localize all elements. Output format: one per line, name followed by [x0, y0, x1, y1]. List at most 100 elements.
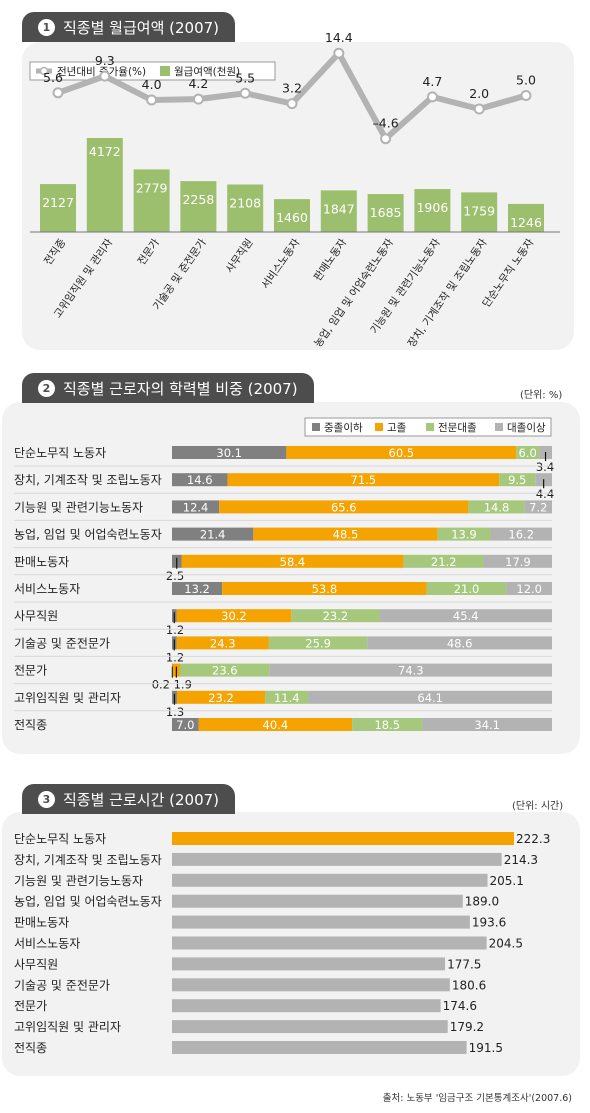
legend-label: 중졸이하 — [324, 421, 363, 434]
education-segment-label: 40.4 — [263, 718, 289, 732]
hours-row-label: 판매노동자 — [14, 916, 69, 930]
hours-row-label: 사무직원 — [14, 957, 58, 971]
growth-label: 4.7 — [422, 74, 442, 89]
education-segment-label: 24.3 — [210, 636, 236, 650]
growth-point — [380, 133, 392, 145]
education-segment-label: 17.9 — [505, 555, 531, 569]
hours-bar — [172, 1041, 467, 1054]
education-segment — [352, 718, 423, 731]
legend-swatch — [495, 423, 503, 431]
growth-point — [52, 87, 64, 99]
growth-label: 9.3 — [95, 53, 115, 68]
education-segment — [227, 473, 500, 487]
education-segment — [172, 582, 223, 595]
salary-bar-label: 2258 — [182, 192, 214, 207]
education-segment — [176, 636, 269, 650]
education-segment-label: 2.5 — [166, 569, 184, 583]
section-number-badge: 2 — [38, 379, 55, 397]
education-segment — [426, 582, 507, 595]
legend-swatch — [375, 423, 383, 431]
salary-bar — [133, 169, 170, 232]
category-label: 농업, 임업 및 어업숙련노동자 — [311, 236, 396, 350]
growth-label: 4.0 — [142, 77, 162, 92]
education-unit-label: (단위: %) — [520, 390, 563, 401]
category-label: 장치, 기계조작 및 조립노동자 — [405, 236, 490, 350]
education-segment — [172, 527, 254, 541]
hours-bar — [172, 957, 446, 971]
growth-point — [192, 93, 204, 105]
hours-section-title: 직종별 근로시간 (2007) — [63, 790, 220, 809]
education-row-label: 고위임직원 및 관리자 — [14, 691, 121, 705]
hours-row-label: 서비스노동자 — [14, 937, 80, 951]
legend-box — [29, 61, 276, 81]
hours-bar — [172, 999, 441, 1013]
education-row-label: 전문가 — [14, 664, 47, 678]
education-segment-label: 74.3 — [398, 664, 424, 678]
hours-bar-label: 191.5 — [469, 1041, 503, 1055]
education-segment — [198, 718, 353, 731]
education-row-label: 기능원 및 관련기능노동자 — [14, 500, 143, 514]
section-number-badge: 1 — [38, 18, 55, 36]
education-segment — [490, 527, 552, 541]
education-segment — [222, 582, 427, 595]
hours-bar — [172, 894, 463, 908]
hours-bar — [172, 978, 450, 992]
hours-row-label: 장치, 기계조작 및 조립노동자 — [14, 853, 162, 867]
growth-label: 5.5 — [235, 70, 255, 85]
education-segment-label: 64.1 — [417, 691, 443, 705]
category-label: 전직종 — [42, 237, 69, 268]
education-row-label: 전직종 — [14, 718, 47, 732]
salary-bar-label: 2127 — [42, 195, 74, 210]
education-segment — [172, 718, 199, 731]
salary-bar — [414, 189, 451, 232]
hours-row-label: 농업, 임업 및 어업숙련노동자 — [14, 895, 162, 909]
education-segment-label: 1.9 — [174, 678, 192, 692]
education-segment — [422, 718, 552, 731]
salary-section-title: 직종별 월급여액 (2007) — [63, 18, 220, 37]
salary-bar-label: 2779 — [136, 180, 168, 195]
hours-bar — [172, 936, 487, 950]
education-segment-label: 0.2 — [152, 678, 170, 692]
salary-bar-label: 1906 — [416, 200, 448, 215]
education-segment — [286, 446, 517, 459]
salary-section-tab: 1 직종별 월급여액 (2007) — [22, 12, 236, 42]
salary-bar — [227, 184, 264, 232]
education-segment — [179, 663, 270, 677]
growth-point — [99, 70, 111, 82]
hours-row-label: 고위임직원 및 관리자 — [14, 1020, 121, 1034]
education-segment — [506, 582, 552, 595]
education-segment-label: 30.1 — [216, 446, 242, 460]
hours-bar-label: 214.3 — [504, 853, 538, 867]
education-segment — [219, 500, 469, 514]
education-segment — [516, 446, 540, 459]
education-segment — [291, 609, 380, 623]
growth-point — [239, 87, 251, 99]
hours-section-tab: 3 직종별 근로시간 (2007) — [22, 784, 236, 814]
hours-bar-label: 222.3 — [516, 832, 550, 846]
education-segment-label: 11.4 — [274, 691, 300, 705]
growth-label: 5.0 — [516, 73, 536, 88]
education-segment — [483, 554, 552, 568]
education-segment-label: 45.4 — [453, 609, 479, 623]
education-segment-label: 21.2 — [431, 555, 457, 569]
education-segment-label: 14.8 — [484, 500, 510, 514]
education-segment-label: 48.5 — [333, 528, 359, 542]
education-segment-label: 25.9 — [305, 636, 331, 650]
education-segment — [265, 690, 309, 704]
education-segment-label: 21.4 — [200, 528, 226, 542]
education-segment-label: 13.2 — [184, 582, 210, 596]
education-segment — [379, 609, 552, 623]
salary-bar-label: 2108 — [229, 196, 261, 211]
salary-bar — [274, 199, 310, 232]
salary-bar-label: 1847 — [323, 201, 355, 216]
hours-bar — [172, 873, 488, 887]
education-segment — [176, 690, 266, 704]
hours-bar-label: 177.5 — [447, 957, 481, 971]
education-segment-label: 71.5 — [351, 473, 377, 487]
education-segment-label: 23.6 — [212, 664, 238, 678]
category-label: 기술공 및 준전문가 — [151, 237, 209, 313]
education-section-title: 직종별 근로자의 학력별 비중 (2007) — [63, 379, 298, 398]
education-segment — [468, 500, 525, 514]
education-segment — [172, 500, 220, 514]
hours-bar-label: 174.6 — [443, 999, 477, 1013]
